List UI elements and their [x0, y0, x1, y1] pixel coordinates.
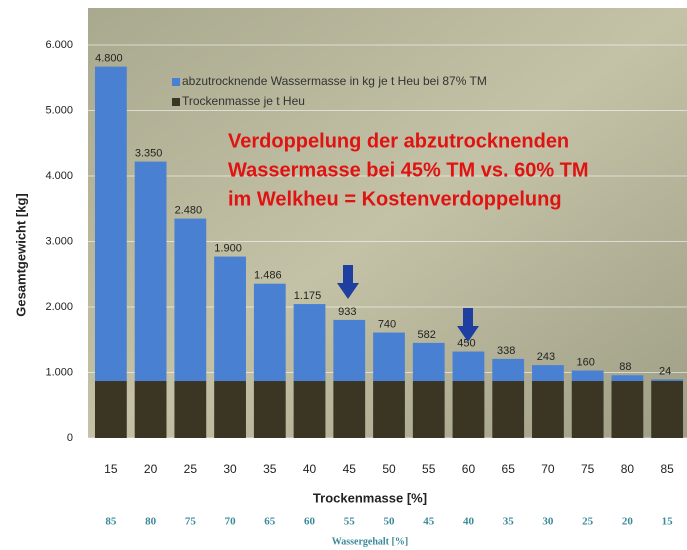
bar-segment — [492, 358, 525, 382]
x2-tick-label: 55 — [344, 516, 356, 528]
y-tick-label: 4.000 — [45, 170, 73, 182]
x-tick-label: 15 — [104, 462, 118, 476]
x2-tick-label: 60 — [304, 516, 316, 528]
value-label: 450 — [457, 337, 475, 349]
x2-tick-label: 75 — [185, 516, 197, 528]
value-label: 933 — [338, 306, 356, 318]
bar-segment — [611, 375, 644, 382]
arrows — [337, 265, 479, 342]
value-label: 1.175 — [294, 290, 322, 302]
bar-segment — [651, 379, 684, 382]
bar-segment — [571, 381, 604, 438]
bar-segment — [412, 381, 445, 438]
value-label: 1.486 — [254, 270, 282, 282]
legend-label: abzutrocknende Wassermasse in kg je t He… — [182, 74, 487, 88]
y-tick-label: 6.000 — [45, 39, 73, 51]
bar-segment — [651, 381, 684, 438]
bar-segment — [253, 381, 286, 438]
x-axis-label: Trockenmasse [%] — [313, 490, 427, 505]
bar-segment — [174, 218, 207, 382]
value-label: 740 — [378, 318, 396, 330]
arrow — [337, 265, 359, 299]
arrow — [457, 308, 479, 342]
x2-tick-label: 15 — [662, 516, 674, 528]
legend-swatch — [172, 98, 180, 106]
bar-segment — [134, 381, 167, 438]
x2-tick-label: 30 — [542, 516, 554, 528]
value-label: 88 — [619, 361, 631, 373]
bar-segment — [452, 381, 485, 438]
value-label: 582 — [418, 329, 436, 341]
bar-segment — [532, 365, 564, 382]
x2-tick-label: 40 — [463, 516, 475, 528]
bar-segment — [373, 332, 405, 382]
bar-segment — [452, 351, 485, 382]
bar-segment — [373, 381, 405, 438]
y-tick-label: 3.000 — [45, 235, 73, 247]
value-label: 3.350 — [135, 147, 163, 159]
bar-segment — [174, 381, 207, 438]
x-tick-label: 30 — [223, 462, 237, 476]
bar-segment — [94, 381, 127, 438]
legend-swatch — [172, 78, 180, 86]
bar-segment — [492, 381, 525, 438]
x-tick-label: 80 — [621, 462, 635, 476]
x-tick-label: 35 — [263, 462, 277, 476]
x-tick-label: 45 — [343, 462, 357, 476]
bar-segment — [94, 66, 127, 382]
x-tick-label: 25 — [184, 462, 198, 476]
x2-tick-label: 80 — [145, 516, 157, 528]
x2-tick-label: 35 — [503, 516, 515, 528]
legend-label: Trockenmasse je t Heu — [182, 94, 305, 108]
x2-axis-label: Wassergehalt [%] — [332, 536, 408, 547]
x-tick-label: 60 — [462, 462, 476, 476]
bar-segment — [611, 381, 644, 438]
bar-segment — [253, 283, 286, 382]
bar-segment — [214, 256, 246, 382]
bar-segment — [333, 381, 366, 438]
value-label: 24 — [659, 365, 671, 377]
bar-segment — [293, 381, 326, 438]
value-label: 1.900 — [214, 242, 242, 254]
y-tick-label: 1.000 — [45, 366, 73, 378]
bar-segment — [214, 381, 246, 438]
x2-tick-label: 70 — [225, 516, 237, 528]
value-label: 243 — [537, 351, 555, 363]
annotation: im Welkheu = Kostenverdoppelung — [228, 188, 562, 210]
value-label: 160 — [576, 356, 594, 368]
bar-segment — [412, 342, 445, 382]
bar-segment — [134, 161, 167, 382]
y-tick-label: 2.000 — [45, 301, 73, 313]
x-tick-label: 65 — [502, 462, 516, 476]
x-tick-label: 70 — [541, 462, 555, 476]
bar-segment — [571, 370, 604, 382]
x2-tick-label: 20 — [622, 516, 634, 528]
x-tick-label: 85 — [660, 462, 674, 476]
y-axis-label: Gesamtgewicht [kg] — [13, 193, 28, 317]
y-tick-label: 5.000 — [45, 104, 73, 116]
x-tick-label: 20 — [144, 462, 158, 476]
x2-tick-label: 25 — [582, 516, 594, 528]
x2-tick-label: 85 — [105, 516, 117, 528]
annotation: Verdoppelung der abzutrocknenden — [228, 130, 569, 152]
x2-tick-label: 50 — [384, 516, 396, 528]
value-label: 4.800 — [95, 53, 123, 65]
x-tick-label: 75 — [581, 462, 595, 476]
bar-segment — [293, 304, 326, 382]
x-tick-label: 40 — [303, 462, 317, 476]
bar-segment — [532, 381, 564, 438]
y-tick-label: 0 — [67, 432, 73, 444]
x2-tick-label: 65 — [264, 516, 276, 528]
value-label: 338 — [497, 345, 515, 357]
x-tick-label: 50 — [382, 462, 396, 476]
x2-tick-label: 45 — [423, 516, 435, 528]
annotation: Wassermasse bei 45% TM vs. 60% TM — [228, 159, 589, 181]
bar-segment — [333, 319, 366, 382]
value-label: 2.480 — [175, 204, 203, 216]
x-tick-label: 55 — [422, 462, 436, 476]
